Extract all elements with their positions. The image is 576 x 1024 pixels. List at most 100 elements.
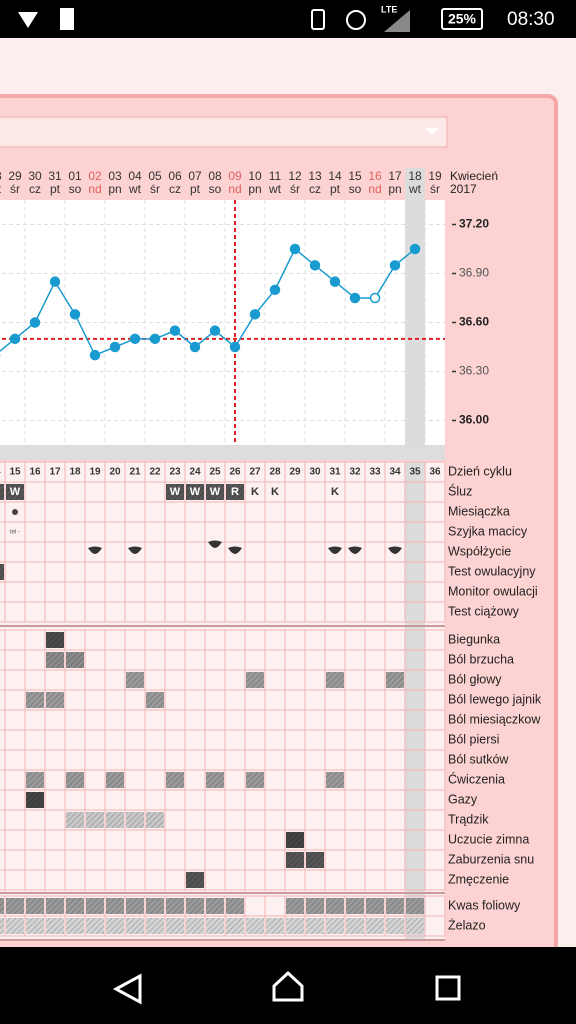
back-button[interactable] — [112, 973, 142, 1005]
cell-text: K — [331, 486, 339, 498]
cell-text: W — [10, 486, 21, 498]
cell-hatch — [186, 872, 204, 888]
cell-hatch — [26, 692, 44, 708]
weekday-label: wt — [0, 182, 2, 196]
date-label: 29 — [8, 169, 22, 183]
row-label: Szyjka macicy — [448, 524, 528, 538]
battery-level: 25% — [448, 11, 477, 27]
cell-hatch — [386, 898, 404, 914]
cell-text: W — [210, 486, 221, 498]
y-tick-label: 36.90 — [459, 266, 489, 280]
table-area — [0, 462, 445, 940]
row-label: Zaburzenia snu — [448, 852, 534, 866]
cell-hatch — [286, 832, 304, 848]
weekday-label: cz — [309, 182, 321, 196]
cell-hatch — [26, 772, 44, 788]
cell-hatch — [306, 918, 324, 934]
cell-hatch — [6, 898, 24, 914]
cell-hatch — [46, 632, 64, 648]
cell-hatch — [246, 672, 264, 688]
temperature-point — [189, 341, 201, 353]
row-label: Trądzik — [448, 812, 489, 826]
cycle-day: 25 — [209, 467, 221, 478]
cycle-day: 34 — [389, 467, 401, 478]
dropdown[interactable] — [0, 116, 448, 148]
sd-icon — [60, 8, 74, 30]
cell-hatch — [126, 918, 144, 934]
cell-hatch — [0, 918, 4, 934]
cell-hatch — [66, 652, 84, 668]
date-label: 01 — [68, 169, 82, 183]
cell-hatch — [406, 898, 424, 914]
row-label: Uczucie zimna — [448, 832, 529, 846]
cell-hatch — [126, 898, 144, 914]
temperature-point — [389, 260, 401, 271]
cell-hatch — [246, 772, 264, 788]
cell-hatch — [106, 812, 124, 828]
date-label: 31 — [48, 169, 62, 183]
heart-mark — [88, 546, 102, 554]
cycle-day: 18 — [69, 467, 81, 478]
temperature-point — [89, 349, 101, 361]
weekday-label: pt — [190, 182, 201, 196]
cycle-day: 26 — [229, 467, 241, 478]
row-label: Ból głowy — [448, 672, 502, 686]
network-type: LTE — [381, 4, 397, 14]
cycle-day: 16 — [29, 467, 41, 478]
cell-hatch — [66, 898, 84, 914]
cell-hatch — [166, 918, 184, 934]
heart-mark — [228, 546, 242, 554]
cell-hatch — [166, 772, 184, 788]
temperature-point — [309, 260, 321, 271]
cell-hatch — [126, 812, 144, 828]
row-label: Gazy — [448, 792, 478, 806]
temperature-point — [209, 325, 221, 336]
cell-text: K — [251, 486, 259, 498]
cell-hatch — [106, 918, 124, 934]
row-label: Żelazo — [448, 918, 486, 932]
cell-hatch — [206, 898, 224, 914]
weekday-label: pt — [330, 182, 341, 196]
cycle-day: 14 — [0, 467, 1, 478]
weekday-label: nd — [88, 182, 101, 196]
cell-hatch — [326, 918, 344, 934]
date-label: 10 — [248, 169, 262, 183]
temperature-point — [169, 325, 181, 336]
weekday-label: śr — [150, 182, 160, 196]
cycle-day: 35 — [409, 467, 421, 478]
today-column — [405, 168, 425, 445]
dropdown-arrow — [425, 128, 439, 135]
alarm-icon — [346, 10, 366, 30]
heart-mark — [388, 546, 402, 554]
cell-hatch — [366, 898, 384, 914]
home-button[interactable] — [272, 970, 304, 1002]
cell-hatch — [346, 898, 364, 914]
cycle-day: 33 — [369, 467, 381, 478]
month-label: Kwiecień — [450, 169, 498, 183]
scroll-strip — [0, 445, 445, 460]
weekday-label: śr — [10, 182, 20, 196]
row-label: Ból lewego jajnik — [448, 692, 542, 706]
temperature-point — [349, 292, 361, 304]
y-tick-label: 37.20 — [459, 217, 489, 231]
weekday-label: pn — [248, 182, 261, 196]
cycle-day: 21 — [129, 467, 141, 478]
row-label: Zmęczenie — [448, 872, 509, 886]
cell-hatch — [6, 484, 24, 500]
weekday-label: wt — [128, 182, 142, 196]
cycle-day: 20 — [109, 467, 121, 478]
cell-hatch — [86, 898, 104, 914]
cycle-day: 32 — [349, 467, 361, 478]
temperature-line — [0, 247, 416, 357]
content: 37.2036.9036.6036.3036.00Kwiecień201728w… — [0, 168, 542, 941]
cell-hatch — [186, 898, 204, 914]
date-label: 04 — [128, 169, 142, 183]
battery-icon — [441, 8, 483, 30]
cell-hatch — [386, 672, 404, 688]
y-tick-label: 36.60 — [459, 315, 489, 329]
weekday-label: nd — [368, 182, 381, 196]
cell-hatch — [206, 918, 224, 934]
recents-button[interactable] — [435, 975, 461, 1001]
cell-hatch — [386, 918, 404, 934]
cycle-day: 28 — [269, 467, 281, 478]
